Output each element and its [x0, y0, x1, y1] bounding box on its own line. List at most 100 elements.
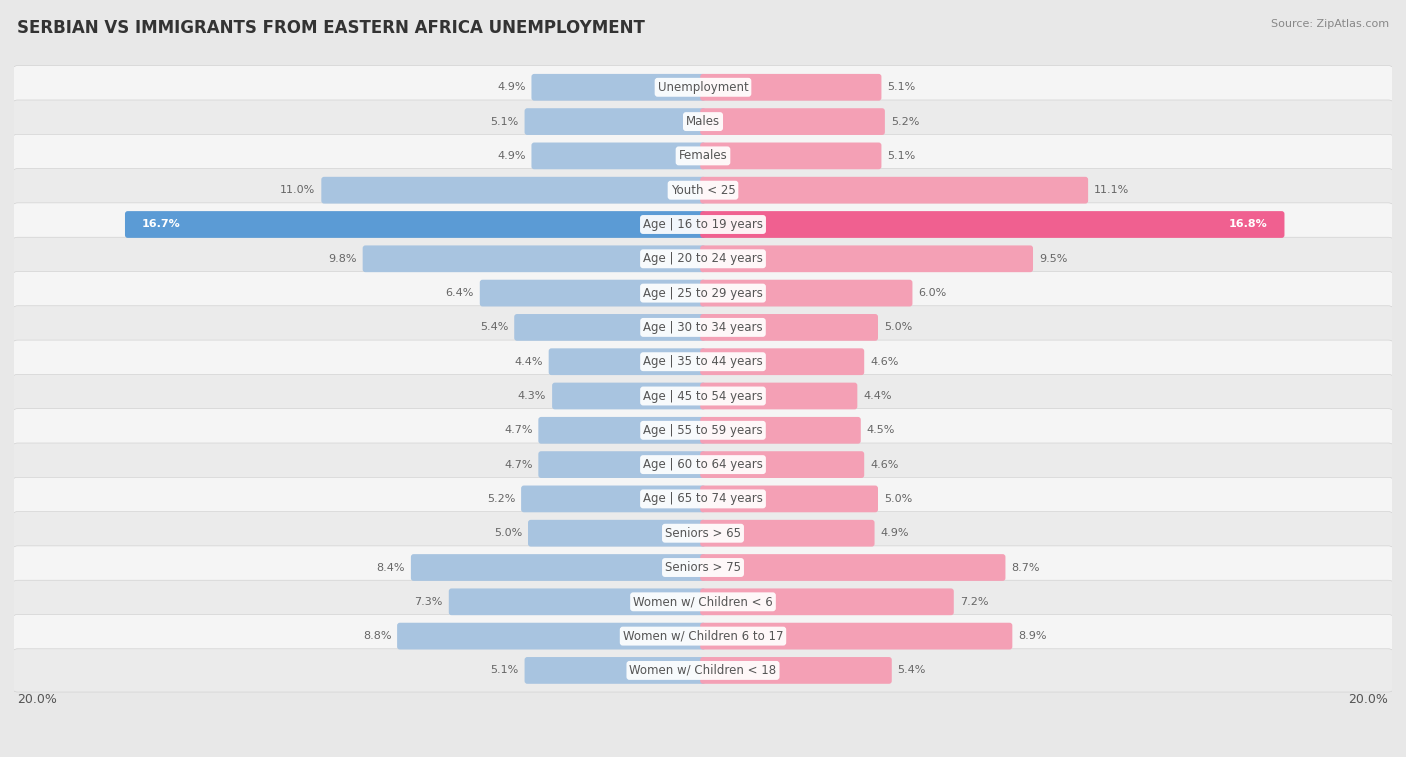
FancyBboxPatch shape — [531, 142, 706, 170]
FancyBboxPatch shape — [700, 142, 882, 170]
FancyBboxPatch shape — [13, 375, 1393, 418]
FancyBboxPatch shape — [700, 108, 884, 135]
Text: Age | 25 to 29 years: Age | 25 to 29 years — [643, 287, 763, 300]
Text: Women w/ Children 6 to 17: Women w/ Children 6 to 17 — [623, 630, 783, 643]
FancyBboxPatch shape — [13, 100, 1393, 143]
FancyBboxPatch shape — [700, 314, 877, 341]
Text: Age | 16 to 19 years: Age | 16 to 19 years — [643, 218, 763, 231]
Text: 16.8%: 16.8% — [1229, 220, 1268, 229]
Text: Males: Males — [686, 115, 720, 128]
Text: 5.2%: 5.2% — [486, 494, 515, 504]
FancyBboxPatch shape — [700, 348, 865, 375]
Text: 20.0%: 20.0% — [1348, 693, 1389, 706]
Text: Age | 35 to 44 years: Age | 35 to 44 years — [643, 355, 763, 368]
FancyBboxPatch shape — [13, 409, 1393, 452]
FancyBboxPatch shape — [13, 66, 1393, 109]
FancyBboxPatch shape — [700, 417, 860, 444]
FancyBboxPatch shape — [700, 382, 858, 410]
FancyBboxPatch shape — [13, 340, 1393, 383]
Text: Women w/ Children < 6: Women w/ Children < 6 — [633, 595, 773, 609]
FancyBboxPatch shape — [13, 134, 1393, 177]
FancyBboxPatch shape — [479, 280, 706, 307]
Text: Females: Females — [679, 149, 727, 163]
Text: 5.1%: 5.1% — [887, 83, 915, 92]
Text: 5.1%: 5.1% — [491, 117, 519, 126]
Text: Age | 55 to 59 years: Age | 55 to 59 years — [643, 424, 763, 437]
Text: 6.0%: 6.0% — [918, 288, 946, 298]
Text: 4.5%: 4.5% — [866, 425, 896, 435]
Text: 5.1%: 5.1% — [887, 151, 915, 161]
FancyBboxPatch shape — [553, 382, 706, 410]
FancyBboxPatch shape — [700, 451, 865, 478]
Text: 4.9%: 4.9% — [498, 151, 526, 161]
Text: 9.5%: 9.5% — [1039, 254, 1067, 263]
FancyBboxPatch shape — [700, 657, 891, 684]
Text: 8.4%: 8.4% — [377, 562, 405, 572]
Text: 5.4%: 5.4% — [479, 322, 509, 332]
FancyBboxPatch shape — [531, 74, 706, 101]
Text: 4.9%: 4.9% — [498, 83, 526, 92]
FancyBboxPatch shape — [13, 649, 1393, 692]
Text: Unemployment: Unemployment — [658, 81, 748, 94]
FancyBboxPatch shape — [322, 177, 706, 204]
Text: 11.1%: 11.1% — [1094, 185, 1129, 195]
Text: 5.4%: 5.4% — [897, 665, 927, 675]
Text: 4.4%: 4.4% — [515, 357, 543, 366]
FancyBboxPatch shape — [700, 554, 1005, 581]
FancyBboxPatch shape — [700, 520, 875, 547]
FancyBboxPatch shape — [529, 520, 706, 547]
Text: 5.0%: 5.0% — [494, 528, 522, 538]
Text: 4.6%: 4.6% — [870, 459, 898, 469]
FancyBboxPatch shape — [449, 588, 706, 615]
FancyBboxPatch shape — [538, 451, 706, 478]
Text: 5.0%: 5.0% — [884, 494, 912, 504]
Text: 8.8%: 8.8% — [363, 631, 391, 641]
FancyBboxPatch shape — [13, 169, 1393, 212]
FancyBboxPatch shape — [13, 237, 1393, 280]
Text: 5.0%: 5.0% — [884, 322, 912, 332]
Text: 8.9%: 8.9% — [1018, 631, 1046, 641]
Text: 7.2%: 7.2% — [960, 597, 988, 607]
Text: 4.7%: 4.7% — [503, 459, 533, 469]
FancyBboxPatch shape — [700, 245, 1033, 273]
FancyBboxPatch shape — [700, 177, 1088, 204]
Text: Age | 45 to 54 years: Age | 45 to 54 years — [643, 390, 763, 403]
Text: 4.6%: 4.6% — [870, 357, 898, 366]
FancyBboxPatch shape — [411, 554, 706, 581]
Text: Source: ZipAtlas.com: Source: ZipAtlas.com — [1271, 19, 1389, 29]
Text: 5.2%: 5.2% — [891, 117, 920, 126]
FancyBboxPatch shape — [700, 588, 953, 615]
FancyBboxPatch shape — [700, 74, 882, 101]
Text: 4.4%: 4.4% — [863, 391, 891, 401]
FancyBboxPatch shape — [700, 211, 1285, 238]
FancyBboxPatch shape — [125, 211, 706, 238]
FancyBboxPatch shape — [13, 580, 1393, 624]
Text: Youth < 25: Youth < 25 — [671, 184, 735, 197]
FancyBboxPatch shape — [524, 108, 706, 135]
FancyBboxPatch shape — [13, 443, 1393, 486]
Text: Women w/ Children < 18: Women w/ Children < 18 — [630, 664, 776, 677]
Text: 4.3%: 4.3% — [517, 391, 547, 401]
FancyBboxPatch shape — [13, 203, 1393, 246]
Text: Age | 20 to 24 years: Age | 20 to 24 years — [643, 252, 763, 265]
Text: 6.4%: 6.4% — [446, 288, 474, 298]
FancyBboxPatch shape — [522, 485, 706, 512]
Text: Seniors > 75: Seniors > 75 — [665, 561, 741, 574]
Text: 9.8%: 9.8% — [329, 254, 357, 263]
Text: Age | 65 to 74 years: Age | 65 to 74 years — [643, 492, 763, 506]
FancyBboxPatch shape — [515, 314, 706, 341]
Text: Age | 30 to 34 years: Age | 30 to 34 years — [643, 321, 763, 334]
FancyBboxPatch shape — [13, 615, 1393, 658]
FancyBboxPatch shape — [13, 478, 1393, 521]
Text: 8.7%: 8.7% — [1011, 562, 1040, 572]
Text: 11.0%: 11.0% — [280, 185, 315, 195]
FancyBboxPatch shape — [13, 512, 1393, 555]
FancyBboxPatch shape — [524, 657, 706, 684]
FancyBboxPatch shape — [548, 348, 706, 375]
FancyBboxPatch shape — [396, 623, 706, 650]
FancyBboxPatch shape — [13, 272, 1393, 315]
FancyBboxPatch shape — [700, 623, 1012, 650]
Text: 7.3%: 7.3% — [415, 597, 443, 607]
Text: SERBIAN VS IMMIGRANTS FROM EASTERN AFRICA UNEMPLOYMENT: SERBIAN VS IMMIGRANTS FROM EASTERN AFRIC… — [17, 19, 645, 37]
Text: 4.7%: 4.7% — [503, 425, 533, 435]
